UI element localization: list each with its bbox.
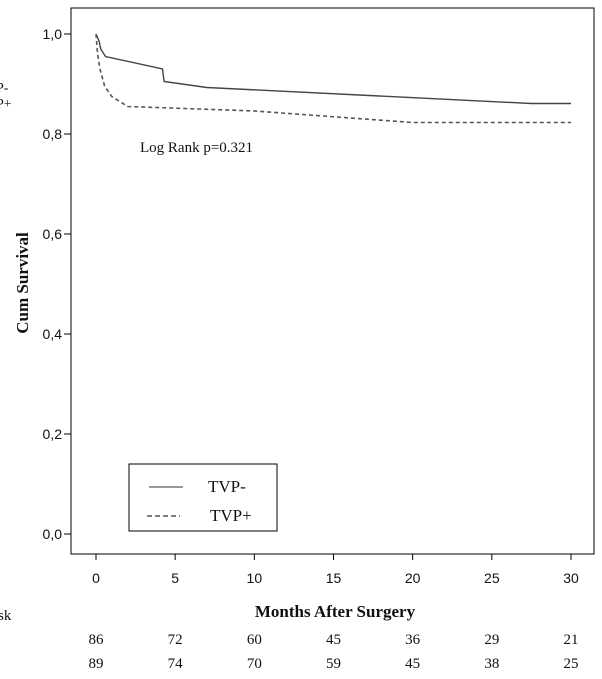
y-tick-label-5: 1,0 <box>43 26 63 42</box>
cropped-label-1: P- <box>0 81 9 96</box>
x-tick-label-0: 0 <box>92 570 100 586</box>
legend-box <box>128 463 278 532</box>
x-tick-label-3: 15 <box>326 570 342 586</box>
y-tick-label-0: 0,0 <box>43 526 63 542</box>
risk-cell-r1-c6: 25 <box>564 656 579 672</box>
legend: TVP- TVP+ <box>128 463 278 532</box>
risk-cell-r0-c3: 45 <box>326 632 341 648</box>
risk-cell-r1-c4: 45 <box>405 656 420 672</box>
risk-cell-r0-c1: 72 <box>168 632 183 648</box>
y-tick-label-4: 0,8 <box>43 126 63 142</box>
y-tick-label-3: 0,6 <box>43 226 63 242</box>
risk-cell-r0-c6: 21 <box>564 632 579 648</box>
risk-cell-r0-c0: 86 <box>89 632 105 648</box>
risk-cell-r1-c2: 70 <box>247 656 262 672</box>
legend-label-tvp-minus: TVP- <box>208 477 246 496</box>
risk-cell-r0-c4: 36 <box>405 632 421 648</box>
legend-label-tvp-plus: TVP+ <box>210 506 252 525</box>
y-tick-label-1: 0,2 <box>43 426 63 442</box>
risk-cell-r1-c3: 59 <box>326 656 341 672</box>
y-axis-title: Cum Survival <box>13 232 32 334</box>
series-layer <box>95 33 571 124</box>
risk-table-label-fragment: sk <box>0 608 12 624</box>
axes-layer: 0 5 10 15 20 25 30 0,0 0,2 0,4 0,6 0,8 1,0 <box>43 26 579 586</box>
x-tick-label-2: 10 <box>247 570 263 586</box>
log-rank-annotation: Log Rank p=0.321 <box>140 140 253 156</box>
risk-cell-r1-c5: 38 <box>484 656 499 672</box>
series-line-tvp- <box>95 33 571 124</box>
risk-cell-r1-c0: 89 <box>89 656 104 672</box>
cropped-label-2: P+ <box>0 97 12 112</box>
risk-table: 86 72 60 45 36 29 21 89 74 70 59 45 38 25 <box>89 632 579 672</box>
y-tick-label-2: 0,4 <box>43 326 63 342</box>
x-axis-title: Months After Surgery <box>255 602 416 621</box>
x-tick-label-6: 30 <box>563 570 579 586</box>
x-tick-label-1: 5 <box>171 570 179 586</box>
x-tick-label-4: 20 <box>405 570 421 586</box>
plot-frame <box>70 7 595 555</box>
series-line-tvp- <box>95 33 571 105</box>
risk-cell-r1-c1: 74 <box>168 656 184 672</box>
x-tick-label-5: 25 <box>484 570 500 586</box>
risk-cell-r0-c5: 29 <box>484 632 499 648</box>
risk-cell-r0-c2: 60 <box>247 632 262 648</box>
